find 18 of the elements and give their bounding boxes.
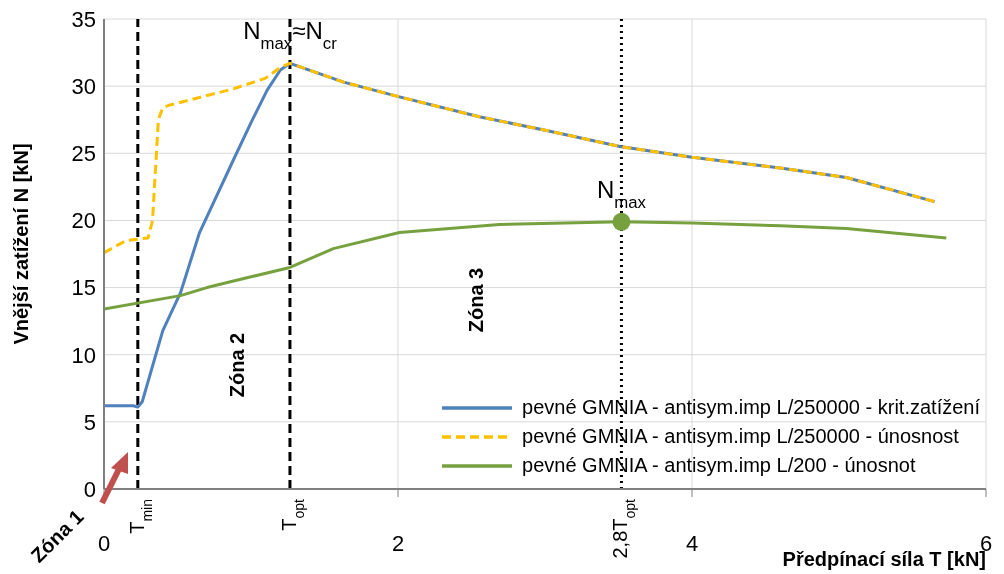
x-tick-label: 2	[391, 530, 405, 556]
y-tick-label: 30	[71, 73, 96, 99]
y-axis-title: Vnější zatížení N [kN]	[10, 143, 32, 345]
y-tick-label: 20	[71, 208, 96, 234]
annotation: Zóna 3	[465, 267, 487, 333]
y-tick-label: 10	[71, 342, 96, 368]
y-tick-label: 0	[83, 476, 96, 502]
legend-label: pevné GMNIA - antisym.imp L/250000 - krit.zatížení	[522, 395, 980, 420]
annotation: Zóna 2	[226, 332, 248, 398]
y-tick-label: 15	[71, 275, 96, 301]
y-tick-label: 5	[83, 409, 96, 435]
x-tick-label: 4	[685, 530, 699, 556]
y-tick-label: 35	[71, 6, 96, 32]
y-tick-label: 25	[71, 141, 96, 167]
legend-label: pevné GMNIA - antisym.imp L/250000 - únosnost	[522, 424, 959, 449]
line-series	[104, 61, 937, 255]
legend-label: pevné GMNIA - antisym.imp L/200 - únosnot	[522, 453, 916, 478]
annotation: N$_{max}$	[596, 175, 647, 212]
